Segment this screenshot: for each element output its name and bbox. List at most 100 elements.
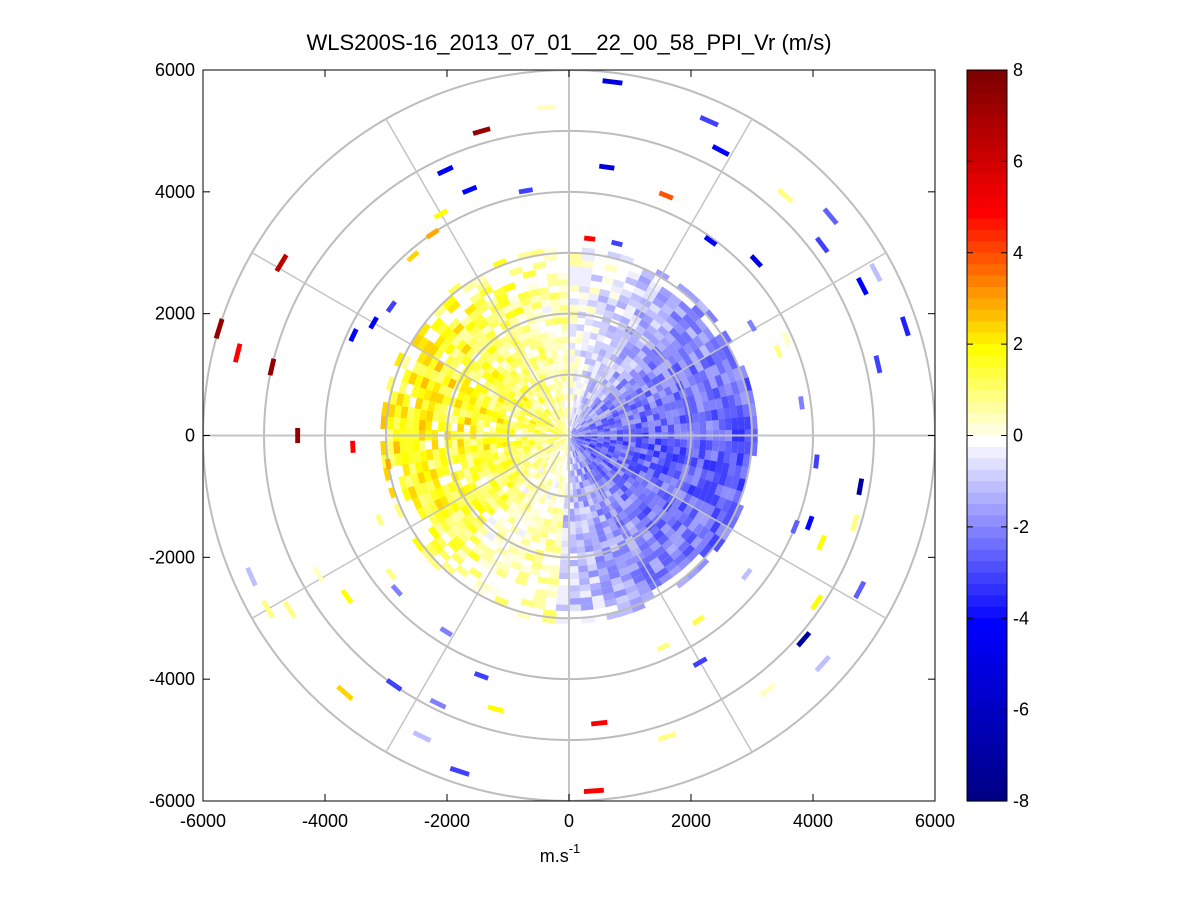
velocity-cell: [562, 437, 568, 444]
velocity-cell: [562, 457, 566, 464]
velocity-cell: [569, 298, 580, 305]
velocity-cell: [539, 563, 551, 572]
velocity-cell: [540, 460, 547, 468]
velocity-cell: [543, 364, 551, 373]
velocity-cell: [480, 400, 490, 409]
velocity-cell: [510, 476, 520, 485]
velocity-cell: [572, 482, 577, 490]
velocity-cell: [644, 551, 658, 564]
velocity-cell: [483, 420, 491, 428]
velocity-cell: [587, 400, 594, 408]
velocity-cell: [429, 368, 440, 382]
velocity-cell: [532, 452, 540, 459]
velocity-cell: [549, 413, 555, 420]
velocity-cell: [393, 452, 402, 467]
velocity-cell: [413, 450, 421, 463]
velocity-cell: [563, 444, 567, 451]
velocity-cell: [742, 403, 751, 419]
velocity-cell: [541, 338, 551, 347]
velocity-cell: [556, 597, 569, 605]
velocity-cell: [404, 474, 414, 488]
velocity-cell: [619, 484, 629, 494]
velocity-cell: [541, 557, 552, 566]
velocity-cell: [666, 393, 676, 404]
velocity-cell: [579, 513, 587, 521]
velocity-cell: [704, 340, 717, 355]
velocity-cell: [444, 385, 454, 397]
velocity-cell: [543, 385, 550, 394]
velocity-cell: [693, 360, 705, 374]
velocity-cell: [534, 522, 544, 531]
velocity-cell: [569, 426, 573, 433]
velocity-cell: [624, 488, 634, 498]
velocity-cell: [546, 532, 556, 540]
velocity-cell: [576, 375, 582, 383]
velocity-cell: [508, 390, 517, 399]
velocity-cell: [660, 418, 668, 427]
velocity-cell: [590, 483, 598, 491]
velocity-cell: [693, 421, 701, 432]
velocity-cell: [610, 285, 624, 295]
velocity-cell: [558, 278, 570, 286]
velocity-cell: [570, 427, 576, 434]
velocity-cell: [515, 549, 527, 559]
velocity-cell: [742, 453, 751, 469]
velocity-cell: [608, 486, 617, 496]
colorbar-swatch: [967, 766, 1007, 779]
velocity-cell: [680, 527, 693, 541]
velocity-cell: [584, 414, 591, 421]
chart-title: WLS200S-16_2013_07_01__22_00_58_PPI_Vr (…: [306, 30, 831, 55]
velocity-cell: [435, 486, 446, 499]
velocity-cell: [510, 300, 523, 311]
velocity-cell: [542, 518, 552, 527]
colorbar-swatch: [967, 652, 1007, 665]
velocity-cell: [611, 528, 622, 538]
velocity-cell: [719, 485, 731, 500]
velocity-cell: [514, 480, 523, 489]
colorbar-swatch: [967, 287, 1007, 300]
velocity-cell: [577, 427, 584, 432]
velocity-cell: [557, 508, 564, 516]
velocity-cell: [577, 475, 583, 483]
colorbar-swatch: [967, 778, 1007, 791]
velocity-cell: [554, 402, 560, 410]
velocity-cell: [595, 398, 603, 406]
velocity-cell: [586, 563, 598, 572]
colorbar-swatch: [967, 149, 1007, 162]
velocity-cell: [707, 533, 721, 549]
velocity-cell: [738, 364, 749, 381]
velocity-cell: [560, 436, 567, 440]
velocity-cell: [578, 507, 586, 515]
velocity-cell: [435, 321, 449, 336]
velocity-cell: [570, 451, 573, 458]
velocity-cell: [559, 495, 565, 503]
velocity-cell: [586, 344, 596, 353]
velocity-cell: [675, 335, 688, 348]
velocity-cell: [456, 469, 466, 480]
velocity-cell: [557, 408, 562, 416]
velocity-gate: [741, 567, 753, 581]
x-tick-label: 6000: [915, 811, 955, 831]
velocity-cell: [581, 444, 588, 450]
velocity-cell: [503, 550, 516, 561]
velocity-cell: [687, 507, 700, 521]
velocity-cell: [562, 521, 569, 529]
velocity-cell: [577, 439, 584, 444]
velocity-cell: [589, 280, 603, 289]
velocity-cell: [559, 443, 564, 449]
velocity-cell: [604, 453, 613, 460]
velocity-cell: [437, 548, 452, 562]
velocity-cell: [547, 427, 555, 431]
velocity-cell: [464, 319, 478, 333]
velocity-cell: [407, 485, 418, 499]
velocity-cell: [537, 447, 545, 454]
velocity-cell: [552, 411, 558, 418]
velocity-cell: [438, 518, 451, 532]
velocity-cell: [709, 337, 722, 352]
velocity-cell: [540, 403, 547, 411]
velocity-cell: [577, 428, 584, 433]
velocity-cell: [594, 446, 602, 452]
velocity-cell: [535, 340, 544, 349]
velocity-cell: [588, 293, 600, 302]
velocity-cell: [690, 475, 700, 488]
